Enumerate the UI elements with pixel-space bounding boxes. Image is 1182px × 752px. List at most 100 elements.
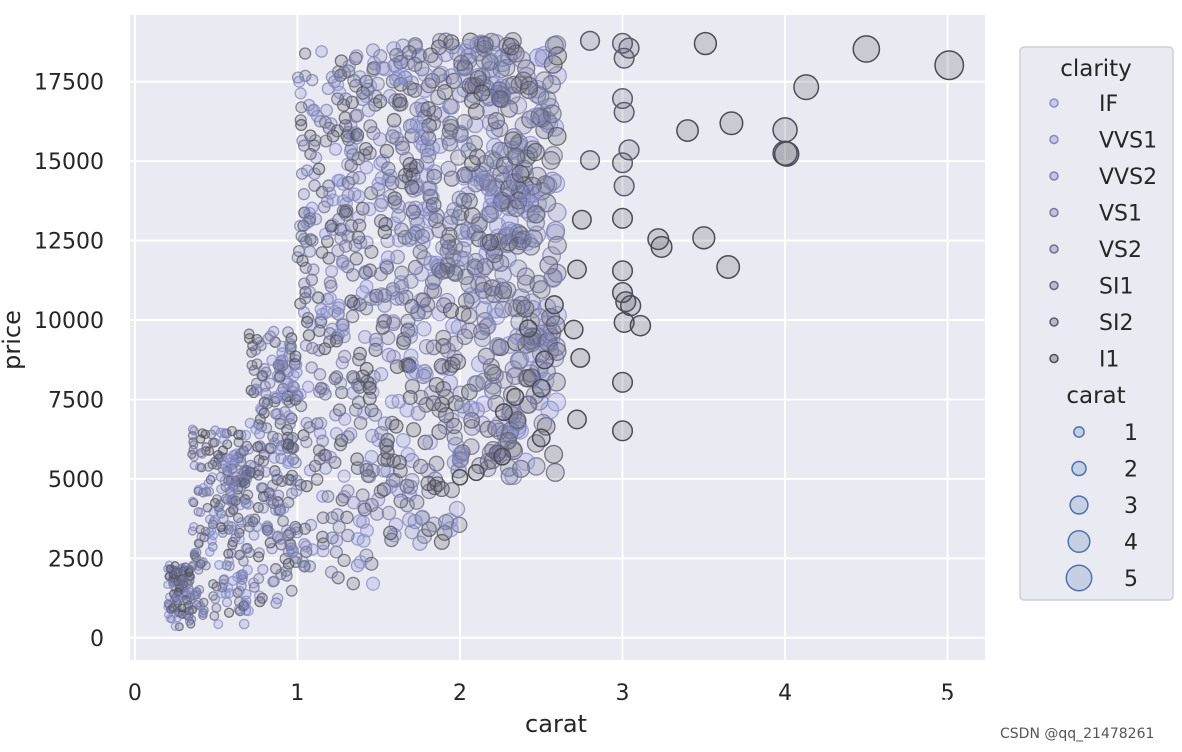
- data-point: [224, 588, 235, 599]
- outlier-point: [611, 420, 634, 442]
- outlier-point: [613, 175, 635, 197]
- data-point: [452, 385, 469, 402]
- data-point: [386, 112, 402, 128]
- data-point: [350, 128, 365, 142]
- legend-size-title: carat: [1066, 383, 1125, 409]
- data-point: [313, 426, 327, 440]
- data-point: [304, 233, 317, 246]
- data-point: [228, 524, 239, 536]
- data-point: [308, 459, 322, 473]
- data-point: [195, 462, 205, 472]
- y-tick-label: 5000: [48, 468, 104, 493]
- data-point: [298, 522, 312, 535]
- data-point: [532, 380, 552, 399]
- data-point: [445, 317, 462, 334]
- data-point: [428, 455, 445, 472]
- outlier-point: [772, 117, 798, 143]
- data-point: [261, 524, 273, 536]
- legend-hue-marker: [1049, 134, 1059, 145]
- data-point: [226, 464, 237, 476]
- data-point: [415, 138, 432, 155]
- legend-hue-marker: [1049, 207, 1059, 218]
- data-point: [165, 564, 175, 574]
- legend-hue-marker: [1049, 317, 1059, 327]
- data-point: [248, 364, 260, 376]
- data-point: [282, 557, 295, 570]
- data-point: [254, 413, 266, 425]
- data-point: [403, 322, 419, 338]
- data-point: [212, 494, 222, 505]
- outlier-point: [772, 140, 798, 166]
- legend: clarity IF VVS1 VVS2 VS1 VS2 SI1 SI2 I1 carat 1…: [1019, 46, 1174, 601]
- data-point: [516, 452, 536, 471]
- data-point: [295, 167, 309, 180]
- data-points: [163, 31, 568, 632]
- data-point: [274, 413, 287, 426]
- data-point: [306, 104, 319, 117]
- legend-size-label: 4: [1124, 531, 1138, 556]
- outlier-point: [467, 463, 485, 482]
- data-point: [283, 417, 296, 430]
- x-tick-labels: 0 1 2 3 4 5: [128, 681, 955, 706]
- y-axis-label: price: [0, 310, 26, 370]
- data-point: [321, 490, 335, 503]
- data-point: [365, 576, 381, 591]
- data-point: [190, 551, 200, 561]
- data-point: [466, 134, 483, 152]
- data-point: [309, 212, 323, 226]
- data-point: [452, 250, 470, 267]
- data-point: [245, 466, 256, 478]
- data-point: [425, 196, 442, 213]
- data-point: [330, 124, 345, 138]
- data-point: [346, 370, 360, 384]
- data-point: [348, 403, 363, 417]
- data-point: [262, 333, 274, 345]
- data-point: [407, 39, 423, 55]
- data-point: [451, 446, 469, 463]
- data-point: [337, 223, 351, 237]
- data-point: [404, 229, 420, 246]
- data-point: [374, 426, 389, 441]
- data-point: [291, 71, 305, 84]
- data-point: [170, 622, 180, 631]
- data-point: [305, 318, 318, 331]
- data-point: [422, 434, 439, 451]
- data-point: [474, 275, 492, 293]
- data-point: [208, 516, 219, 527]
- data-point: [210, 425, 221, 436]
- data-point: [481, 233, 500, 251]
- data-point: [182, 596, 192, 606]
- data-point: [282, 457, 294, 470]
- data-point: [204, 547, 215, 557]
- data-point: [456, 113, 473, 131]
- data-point: [256, 592, 268, 604]
- data-point: [490, 232, 508, 251]
- data-point: [469, 70, 487, 88]
- legend-hue-marker: [1049, 244, 1059, 254]
- data-point: [423, 255, 439, 271]
- data-point: [252, 385, 264, 397]
- data-point: [208, 530, 218, 541]
- data-point: [517, 200, 536, 219]
- data-point: [490, 119, 509, 138]
- data-point: [314, 302, 328, 316]
- data-point: [460, 276, 477, 293]
- data-point: [404, 378, 421, 395]
- outlier-point: [451, 468, 469, 486]
- data-point: [196, 559, 206, 569]
- data-point: [305, 361, 318, 374]
- data-point: [409, 494, 425, 510]
- data-point: [227, 476, 238, 487]
- data-point: [280, 569, 293, 582]
- data-point: [298, 559, 311, 573]
- data-point: [378, 437, 393, 453]
- outlier-point: [611, 371, 634, 393]
- data-point: [409, 101, 425, 118]
- data-point: [213, 502, 224, 513]
- data-point: [201, 486, 212, 497]
- data-point: [345, 309, 360, 324]
- outlier-point: [693, 31, 718, 56]
- data-point: [375, 60, 390, 76]
- data-point: [282, 438, 295, 451]
- data-point: [299, 261, 312, 274]
